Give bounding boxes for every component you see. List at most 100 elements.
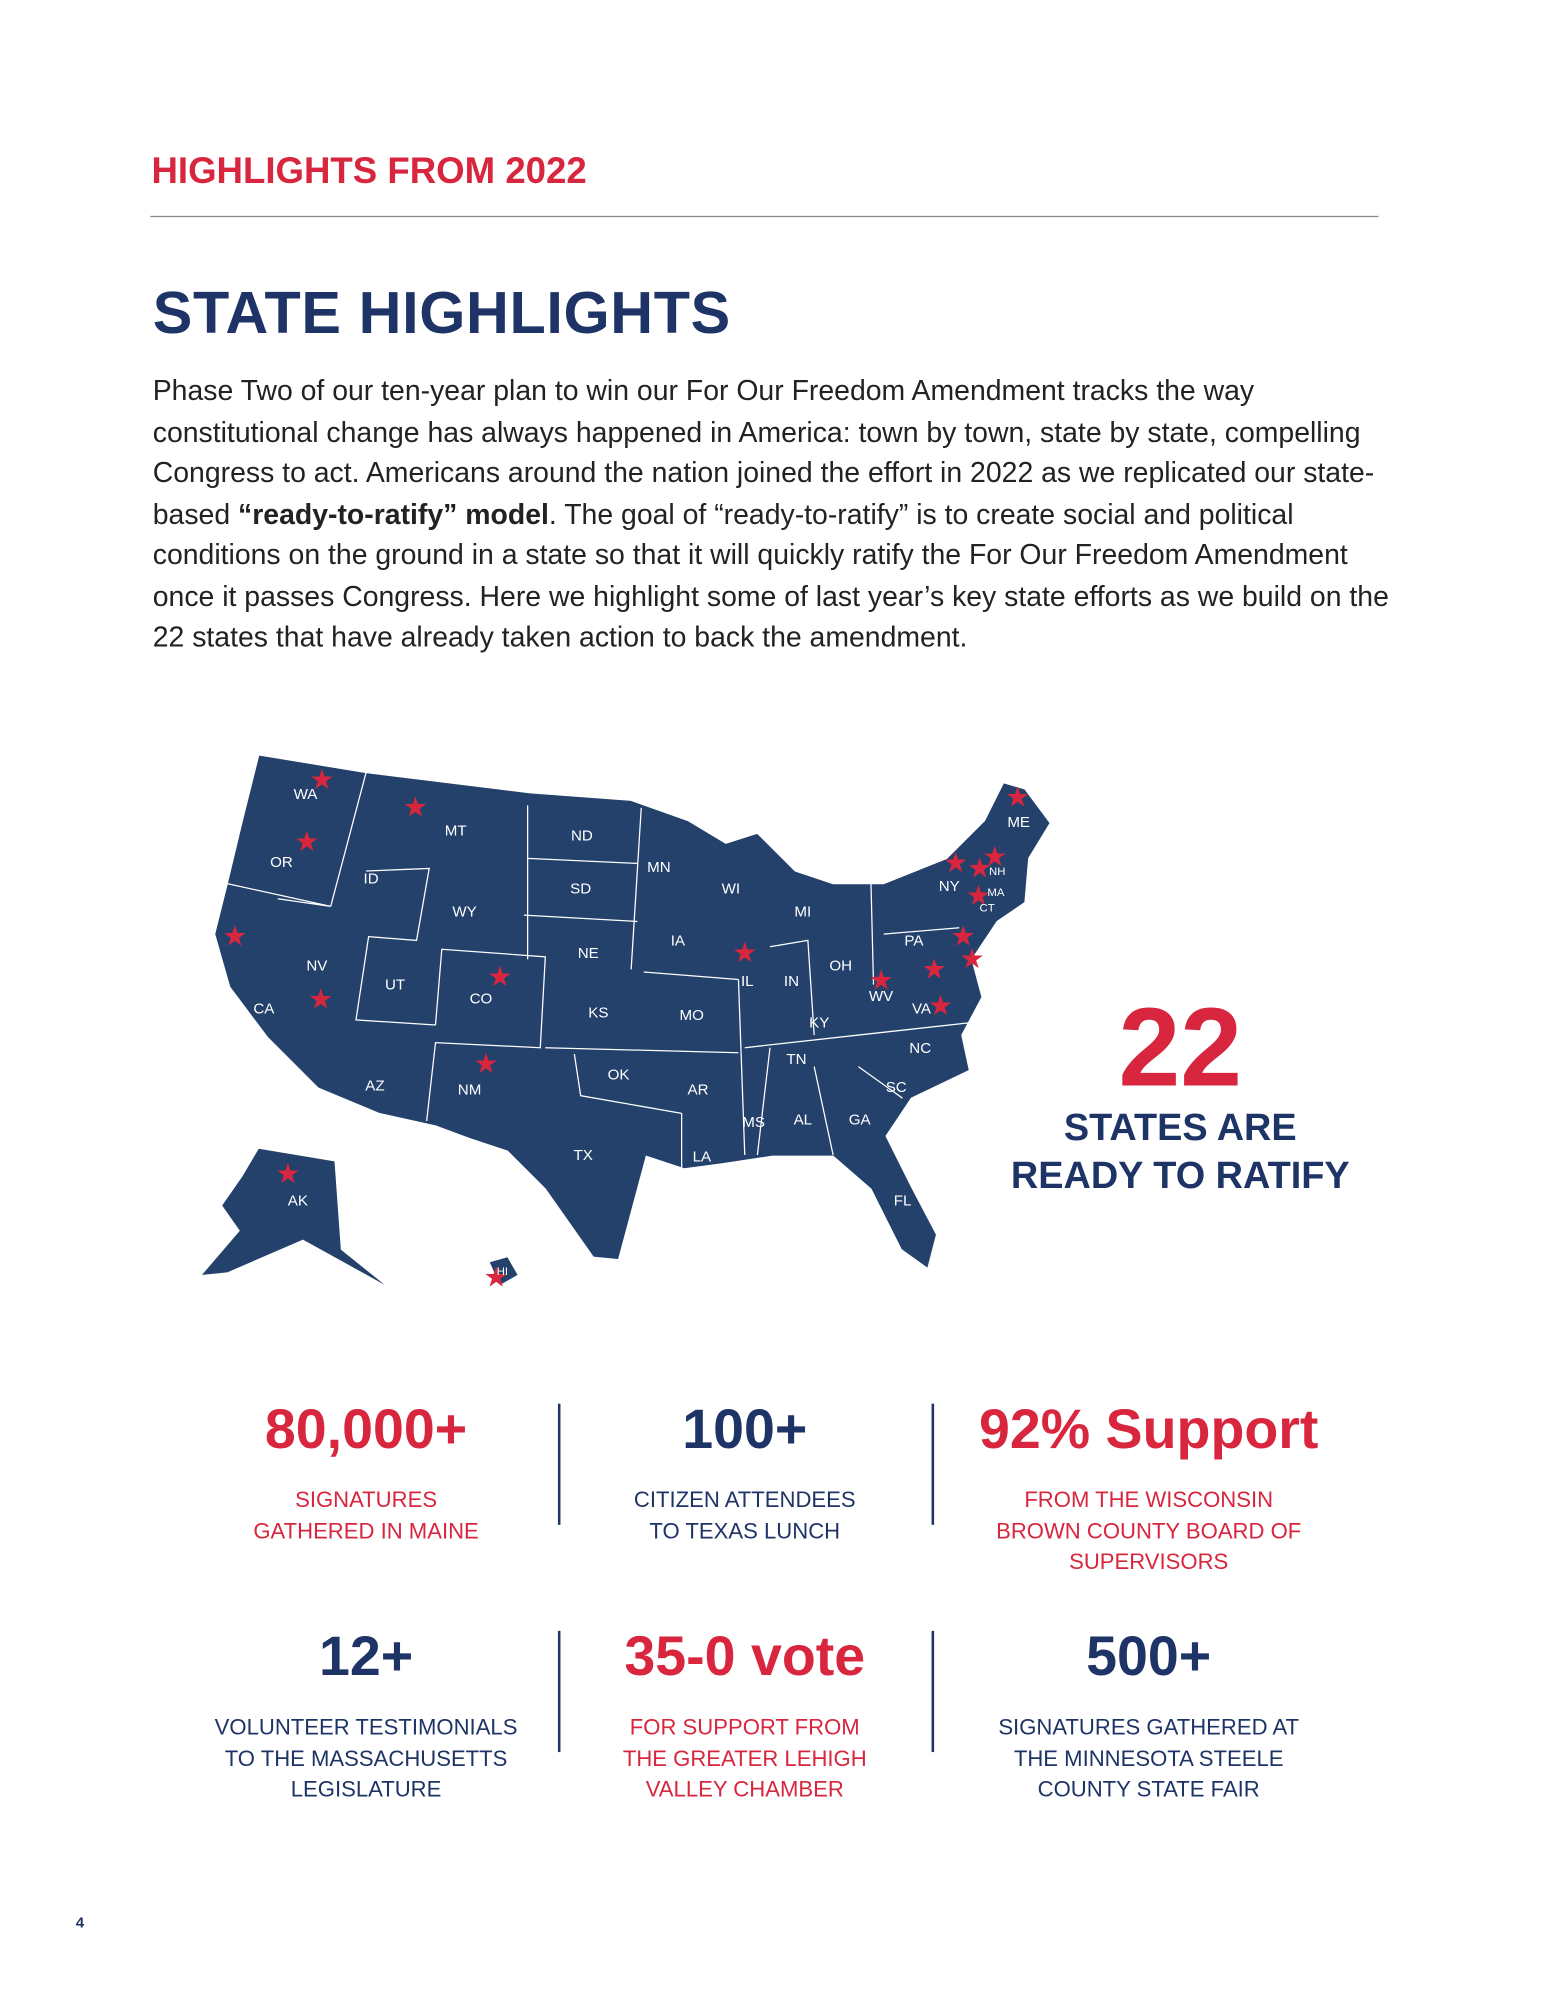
star-icon: ★ bbox=[474, 1048, 499, 1079]
state-label: ID bbox=[364, 871, 379, 888]
state-label: AR bbox=[688, 1081, 709, 1098]
star-icon: ★ bbox=[484, 1261, 509, 1292]
state-label: KY bbox=[809, 1015, 829, 1032]
state-label: CT bbox=[980, 902, 995, 914]
stat-label: SIGNATURES bbox=[295, 1486, 438, 1513]
state-label: CO bbox=[470, 991, 493, 1008]
text: Phase Two of our ten-year plan to win ou… bbox=[152, 374, 1375, 530]
star-icon: ★ bbox=[309, 764, 334, 795]
state-label: UT bbox=[385, 977, 405, 994]
state-label: WY bbox=[452, 903, 476, 920]
stat-value: 500+ bbox=[1086, 1625, 1212, 1688]
us-shape bbox=[213, 754, 1051, 1270]
state-label: SD bbox=[570, 881, 591, 898]
state-label: WI bbox=[722, 881, 740, 898]
state-label: NV bbox=[306, 958, 328, 975]
state-label: CA bbox=[253, 1001, 275, 1018]
callout-line: STATES ARE bbox=[1063, 1107, 1297, 1149]
state-label: NH bbox=[989, 866, 1005, 878]
stat-label: SUPERVISORS bbox=[1069, 1548, 1229, 1575]
state-label: PA bbox=[904, 932, 924, 949]
state-label: MS bbox=[742, 1114, 765, 1131]
star-icon: ★ bbox=[943, 847, 968, 878]
us-map: ★★★★★★★★★★★★★★★★★★★ ★WAORCAIDNVMTWYUTAZCO… bbox=[201, 754, 1051, 1292]
stat-value: 35-0 vote bbox=[624, 1625, 866, 1688]
stat-value: 12+ bbox=[318, 1625, 414, 1688]
state-label: IL bbox=[741, 973, 754, 990]
state-label: OH bbox=[829, 958, 852, 975]
star-icon: ★ bbox=[922, 953, 947, 984]
state-label: AK bbox=[288, 1192, 308, 1209]
stat-label: VOLUNTEER TESTIMONIALS bbox=[214, 1714, 518, 1740]
state-label: NE bbox=[578, 945, 599, 962]
divider bbox=[557, 1630, 561, 1753]
state-label: LA bbox=[693, 1148, 712, 1165]
state-label: IA bbox=[671, 932, 686, 949]
state-label: NC bbox=[909, 1040, 931, 1057]
intro-paragraph: Phase Two of our ten-year plan to win ou… bbox=[153, 371, 1390, 658]
divider bbox=[931, 1630, 935, 1753]
star-icon: ★ bbox=[869, 965, 894, 996]
stat-label: SIGNATURES GATHERED AT bbox=[998, 1714, 1300, 1740]
stat: 500+ SIGNATURES GATHERED AT THE MINNESOTA … bbox=[959, 1626, 1338, 1805]
state-label: NM bbox=[458, 1081, 482, 1098]
star-icon: ★ bbox=[487, 961, 512, 992]
state-label: NY bbox=[939, 878, 960, 895]
stat: 92% Support FROM THE WISCONSIN BROWN COUNT… bbox=[959, 1399, 1338, 1578]
stat-value: 80,000+ bbox=[264, 1398, 468, 1461]
star-icon: ★ bbox=[928, 990, 953, 1021]
state-label: MO bbox=[680, 1007, 705, 1024]
state-label: OR bbox=[270, 854, 293, 871]
stat-label: FROM THE WISCONSIN bbox=[1024, 1486, 1274, 1513]
stat-label: THE GREATER LEHIGH bbox=[622, 1745, 867, 1771]
page-number: 4 bbox=[75, 1913, 85, 1932]
stat-label: FOR SUPPORT FROM bbox=[629, 1714, 860, 1740]
star-icon: ★ bbox=[966, 880, 991, 911]
state-label: AL bbox=[794, 1112, 813, 1129]
star-icon: ★ bbox=[967, 852, 992, 883]
stat: 100+ CITIZEN ATTENDEES TO TEXAS LUNCH bbox=[555, 1399, 934, 1547]
hawaii-shape bbox=[489, 1257, 518, 1286]
stat-label: CITIZEN ATTENDEES bbox=[633, 1486, 856, 1513]
text: . The goal of “ready-to-ratify” is to cr… bbox=[152, 497, 1389, 653]
state-label: TN bbox=[786, 1051, 806, 1068]
page-title: STATE HIGHLIGHTS bbox=[152, 278, 731, 346]
stat-label: BROWN COUNTY BOARD OF bbox=[996, 1517, 1302, 1544]
star-icon: ★ bbox=[222, 920, 247, 951]
state-borders bbox=[227, 772, 973, 1174]
stat: 12+ VOLUNTEER TESTIMONIALS TO THE MASSACHU… bbox=[177, 1626, 556, 1805]
stat-label: VALLEY CHAMBER bbox=[645, 1776, 844, 1802]
stat: 80,000+ SIGNATURES GATHERED IN MAINE bbox=[177, 1399, 556, 1547]
star-icon: ★ bbox=[960, 943, 985, 974]
state-label: MN bbox=[647, 859, 671, 876]
state-label: VA bbox=[912, 1001, 932, 1018]
state-label: AZ bbox=[365, 1078, 384, 1095]
stat: 35-0 vote FOR SUPPORT FROM THE GREATER LEH… bbox=[555, 1626, 934, 1805]
state-label: ND bbox=[571, 828, 593, 845]
bold-text: “ready-to-ratify” model bbox=[238, 497, 549, 530]
state-label: TX bbox=[574, 1147, 593, 1164]
star-icon: ★ bbox=[732, 937, 757, 968]
state-label: MT bbox=[445, 823, 467, 840]
star-icon: ★ bbox=[982, 841, 1007, 872]
state-label: GA bbox=[849, 1112, 872, 1129]
state-label: MI bbox=[794, 903, 811, 920]
state-label: ME bbox=[1007, 814, 1030, 831]
star-icon: ★ bbox=[294, 826, 319, 857]
state-label: KS bbox=[588, 1004, 608, 1021]
state-label: HI bbox=[497, 1266, 508, 1278]
divider bbox=[931, 1403, 935, 1525]
state-label: WA bbox=[294, 786, 319, 803]
stat-label: COUNTY STATE FAIR bbox=[1037, 1776, 1260, 1802]
alaska-shape bbox=[201, 1148, 386, 1286]
divider bbox=[557, 1403, 561, 1525]
stat-value: 92% Support bbox=[978, 1398, 1319, 1461]
state-label: FL bbox=[894, 1192, 912, 1209]
state-label: MA bbox=[987, 887, 1004, 899]
star-icon: ★ bbox=[403, 792, 428, 823]
callout-line: READY TO RATIFY bbox=[1010, 1155, 1350, 1197]
stat-label: TO THE MASSACHUSETTS bbox=[224, 1745, 508, 1771]
state-label: OK bbox=[608, 1066, 630, 1083]
stat-label: GATHERED IN MAINE bbox=[253, 1517, 479, 1544]
